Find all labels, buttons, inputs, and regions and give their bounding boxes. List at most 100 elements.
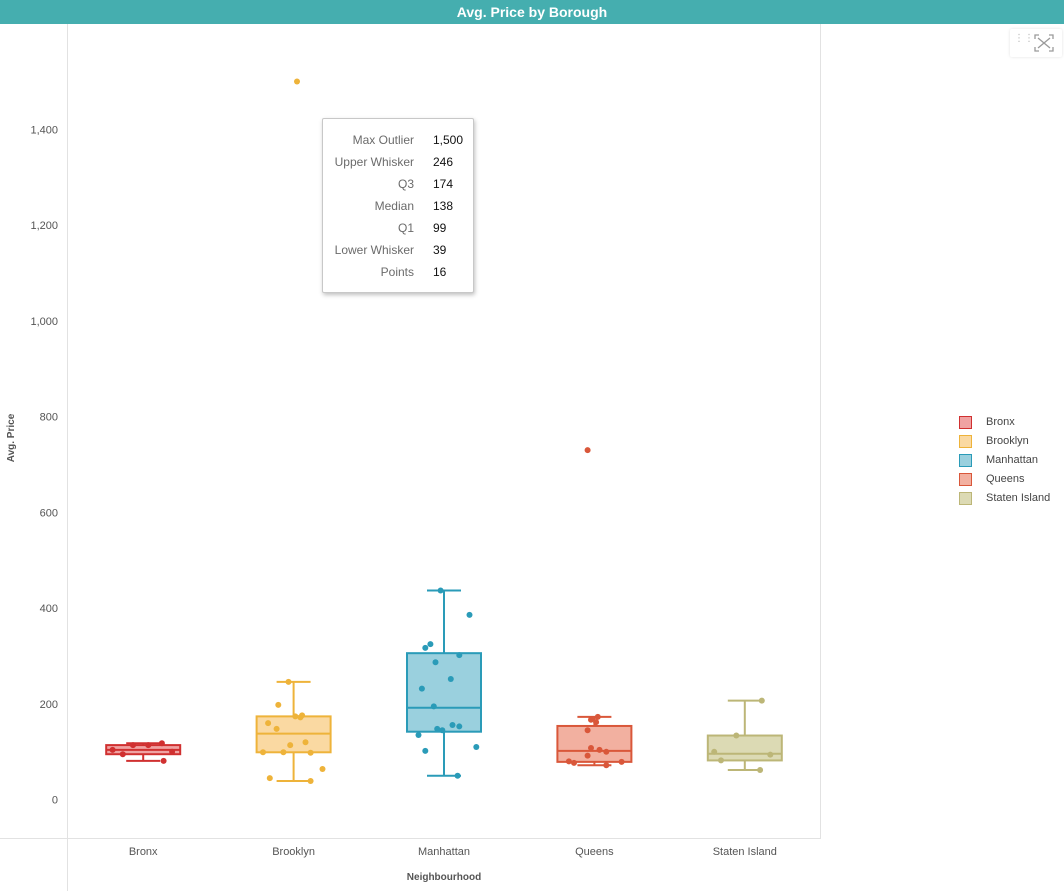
y-tick-label: 600 [40, 507, 58, 519]
data-point [767, 751, 774, 758]
data-point [294, 78, 300, 85]
legend-label: Brooklyn [986, 435, 1029, 447]
tooltip-value: 174 [433, 177, 454, 191]
tooltip-label: Points [380, 265, 414, 279]
data-point [130, 742, 136, 749]
data-point [711, 748, 718, 755]
tooltip-row: Points 16 [323, 261, 475, 283]
drag-handle-icon[interactable]: ⋮⋮ [1014, 33, 1034, 44]
data-point [319, 766, 326, 773]
data-point [415, 732, 422, 739]
legend-label: Staten Island [986, 492, 1051, 504]
data-point [571, 759, 577, 766]
tooltip-value: 1,500 [433, 133, 464, 147]
data-point [618, 758, 625, 765]
data-point [158, 740, 165, 747]
y-tick-label: 400 [40, 603, 58, 615]
data-point [603, 762, 610, 769]
data-point [273, 725, 280, 732]
tooltip-label: Q3 [397, 177, 414, 191]
box-group-bronx [105, 740, 182, 764]
tooltip-label: Lower Whisker [334, 243, 414, 257]
data-point [473, 744, 480, 751]
data-point [596, 746, 603, 753]
y-tick-label: 200 [40, 699, 58, 711]
data-point [422, 644, 429, 651]
tooltip-value: 246 [433, 155, 454, 169]
chart-title: Avg. Price by Borough [0, 0, 1064, 24]
data-point [432, 659, 439, 666]
box-group-brooklyn [255, 78, 332, 785]
data-point [456, 652, 463, 659]
data-point [588, 744, 594, 751]
tooltip-value: 16 [433, 265, 447, 279]
data-point [430, 703, 437, 710]
data-point [266, 775, 273, 782]
data-point [584, 447, 591, 454]
data-point [584, 752, 591, 759]
box-plots [105, 78, 783, 785]
x-tick-label: Bronx [129, 846, 158, 858]
data-point [280, 749, 287, 756]
data-point [287, 742, 294, 749]
tooltip-row: Lower Whisker 39 [323, 239, 475, 261]
legend-swatch [959, 435, 972, 448]
legend-label: Manhattan [986, 454, 1038, 466]
legend-swatch [959, 492, 972, 505]
x-axis-title: Neighbourhood [407, 872, 481, 883]
data-point [119, 751, 126, 758]
legend-label: Queens [986, 473, 1025, 485]
box-group-queens [556, 447, 633, 769]
y-axis-title: Avg. Price [6, 413, 17, 462]
data-point [456, 723, 463, 730]
y-axis-ticks: 0 200 400 600 800 1,000 1,200 1,400 [30, 124, 58, 806]
data-point [160, 757, 167, 764]
legend-swatch [959, 454, 972, 467]
data-point [275, 701, 282, 708]
data-point [718, 757, 724, 764]
plot-right-border [820, 24, 821, 839]
data-point [169, 748, 176, 755]
tooltip-row: Upper Whisker 246 [323, 151, 475, 173]
x-tick-label: Queens [575, 846, 614, 858]
data-point [588, 716, 594, 723]
tooltip-row: Median 138 [323, 195, 475, 217]
data-point [594, 713, 601, 720]
data-point [307, 778, 314, 785]
tooltip-row: Q1 99 [323, 217, 475, 239]
tooltip-label: Upper Whisker [334, 155, 414, 169]
boxplot-tooltip: Max Outlier 1,500 Upper Whisker 246 Q3 174 Med… [322, 118, 474, 293]
data-point [758, 697, 765, 704]
data-point [565, 758, 572, 765]
data-point [593, 719, 600, 726]
tooltip-label: Median [374, 199, 414, 213]
data-point [437, 587, 444, 594]
tooltip-row: Max Outlier 1,500 [323, 129, 475, 151]
box-group-manhattan [406, 587, 482, 779]
x-tick-label: Brooklyn [272, 846, 315, 858]
legend-swatch [959, 473, 972, 486]
y-tick-label: 1,200 [30, 220, 58, 232]
data-point [418, 685, 425, 692]
x-axis-line [0, 838, 821, 839]
data-point [434, 725, 441, 732]
data-point [109, 746, 116, 753]
data-point [449, 721, 456, 728]
y-tick-label: 800 [40, 412, 58, 424]
data-point [145, 742, 152, 749]
data-point [285, 678, 292, 685]
y-tick-label: 0 [52, 795, 58, 807]
y-tick-label: 1,000 [30, 316, 58, 328]
box-group-staten-island [706, 697, 783, 774]
fullscreen-icon[interactable] [1032, 32, 1056, 54]
y-tick-label: 1,400 [30, 124, 58, 136]
x-tick-label: Manhattan [418, 846, 470, 858]
data-point [584, 727, 591, 734]
data-point [297, 714, 304, 721]
data-point [292, 713, 299, 720]
iqr-box [406, 652, 482, 733]
chart-toolbar: ⋮⋮ [1010, 29, 1062, 57]
plot-left-border [67, 24, 68, 891]
x-axis-ticks: Bronx Brooklyn Manhattan Queens Staten Islan… [129, 846, 777, 858]
